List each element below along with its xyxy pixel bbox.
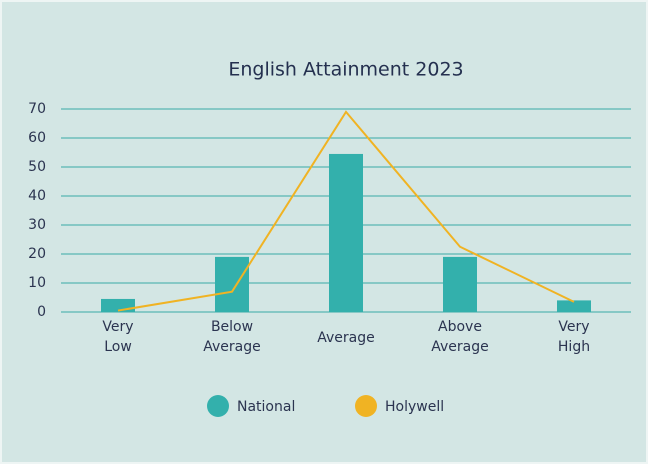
bar [329,153,363,312]
legend-swatch [355,395,377,417]
line [117,110,575,312]
y-tick-label: 60 [28,130,46,146]
y-tick-label: 20 [28,246,46,262]
x-tick-label: Above Average [431,319,489,355]
y-tick-label: 10 [28,275,46,291]
x-tick-label: Very High [558,319,590,355]
legend-label: Holywell [385,399,444,415]
bar [215,256,249,312]
y-tick-label: 0 [37,304,46,320]
x-tick-label: Very Low [102,319,133,355]
bar [557,300,591,312]
x-tick-label: Average [317,330,375,346]
legend-label: National [237,399,295,415]
legend-swatch [207,395,229,417]
y-tick-label: 30 [28,217,46,233]
y-tick-label: 70 [28,101,46,117]
y-tick-label: 40 [28,188,46,204]
x-tick-label: Below Average [203,319,261,355]
y-tick-label: 50 [28,159,46,175]
bar [443,256,477,312]
chart-title: English Attainment 2023 [228,59,463,81]
